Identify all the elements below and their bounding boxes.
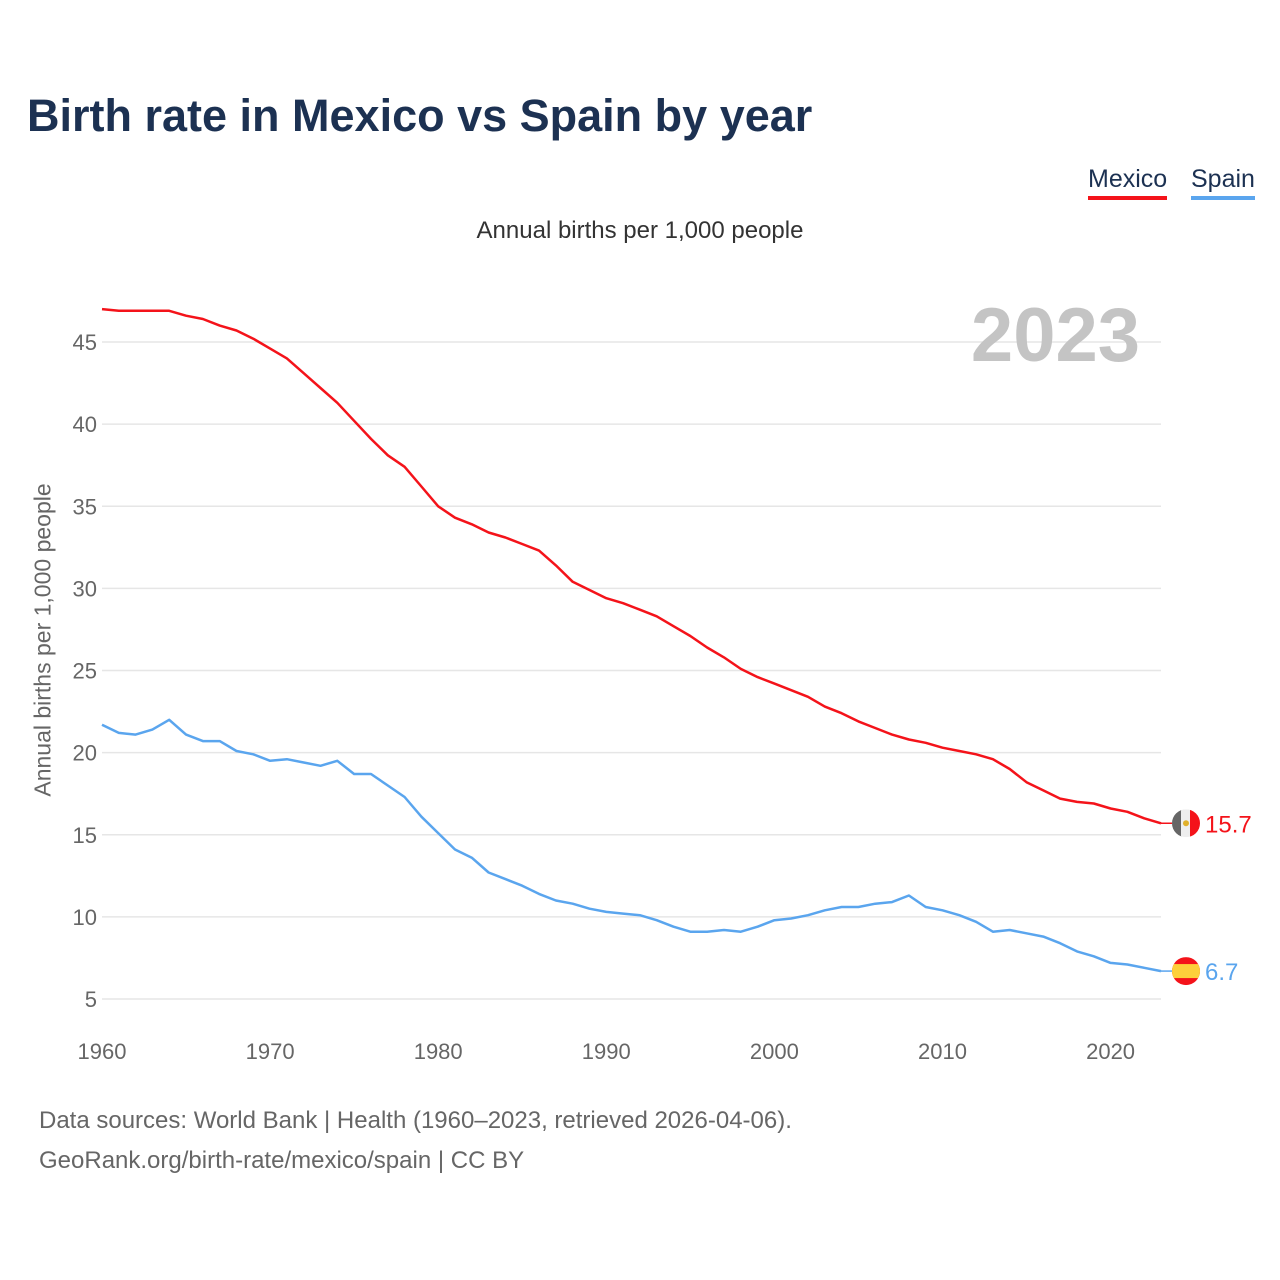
x-tick-label: 2020 [1086, 1039, 1135, 1064]
series-line-mexico [101, 307, 1162, 825]
flag-body [1172, 809, 1200, 838]
source-url[interactable]: GeoRank.org/birth-rate/mexico/spain | CC… [39, 1147, 525, 1174]
flag-stripe [1190, 809, 1200, 838]
year-badge: 2023 [971, 293, 1140, 378]
legend-spain[interactable]: Spain [1191, 165, 1255, 200]
y-tick-label: 20 [73, 741, 97, 766]
x-tick-label: 2000 [750, 1039, 799, 1064]
y-tick-label: 5 [85, 987, 97, 1012]
y-tick-label: 15 [73, 823, 97, 848]
flag-emblem [1183, 820, 1189, 827]
x-tick-label: 1990 [582, 1039, 631, 1064]
chart-subtitle: Annual births per 1,000 people [476, 217, 804, 244]
x-tick-label: 2010 [918, 1039, 967, 1064]
y-tick-label: 45 [73, 330, 97, 355]
legend-mexico[interactable]: Mexico [1088, 165, 1168, 200]
y-tick-label: 40 [73, 412, 97, 437]
flag-body [1172, 957, 1200, 986]
series-line-spain [101, 718, 1162, 973]
spain-flag-icon [1172, 957, 1200, 986]
x-tick-label: 1960 [78, 1039, 127, 1064]
flag-stripe [1172, 809, 1182, 838]
x-tick-label: 1970 [246, 1039, 295, 1064]
flag-stripe [1172, 964, 1200, 979]
mexico-flag-icon [1172, 809, 1200, 838]
end-value-label: 15.7 [1205, 811, 1252, 838]
end-value-label: 6.7 [1205, 959, 1238, 986]
y-tick-label: 25 [73, 659, 97, 684]
chart-title: Birth rate in Mexico vs Spain by year [27, 90, 813, 141]
y-tick-label: 35 [73, 494, 97, 519]
source-text: Data sources: World Bank | Health (1960–… [39, 1107, 792, 1134]
x-tick-label: 1980 [414, 1039, 463, 1064]
y-tick-label: 30 [73, 576, 97, 601]
y-tick-label: 10 [73, 905, 97, 930]
